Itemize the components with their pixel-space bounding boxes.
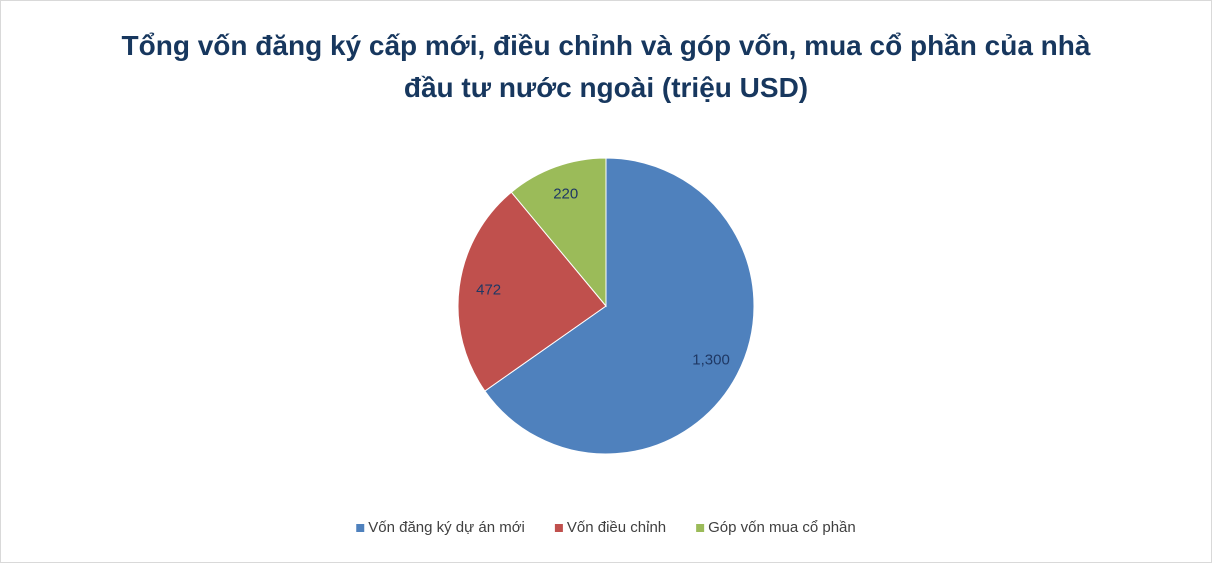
pie-slice [510, 157, 607, 308]
pie-slice [457, 191, 607, 392]
legend-label: Góp vốn mua cổ phần [708, 519, 856, 536]
legend-swatch [554, 524, 563, 532]
legend-swatch [696, 524, 705, 532]
legend: Vốn đăng ký dự án mới Vốn điều chỉnh Góp v… [356, 519, 856, 536]
data-label: 1,300 [692, 352, 730, 369]
legend-swatch [356, 524, 365, 532]
chart-title: Tổng vốn đăng ký cấp mới, điều chỉnh và … [121, 30, 1091, 103]
legend-label: Vốn đăng ký dự án mới [368, 519, 525, 536]
legend-label: Vốn điều chỉnh [567, 519, 666, 536]
data-label: 472 [476, 281, 501, 298]
data-label: 220 [553, 186, 578, 203]
pie-slice [484, 157, 755, 455]
